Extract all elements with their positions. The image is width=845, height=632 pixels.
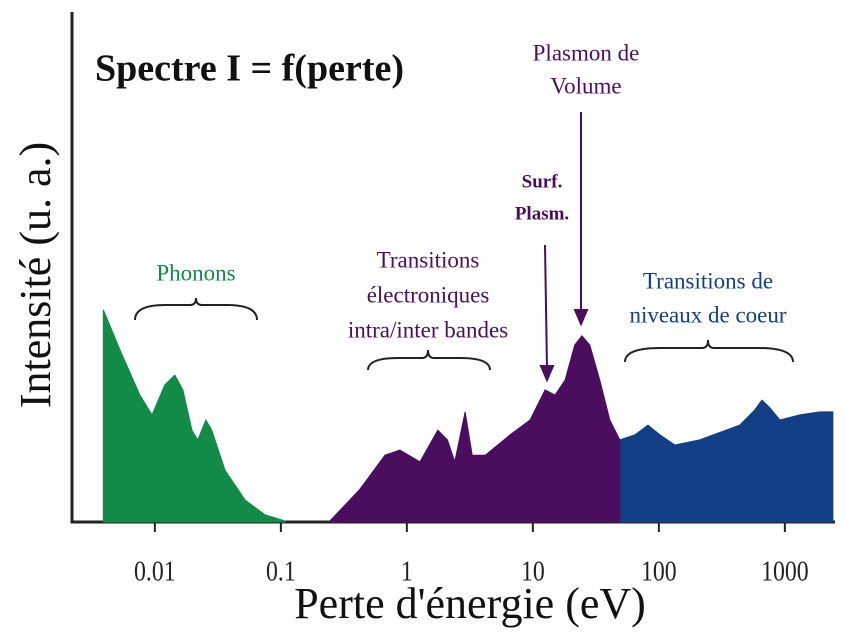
- x-tick-label: 1000: [761, 556, 809, 587]
- annotation: Volume: [550, 73, 621, 98]
- x-tick-label: 10: [521, 556, 545, 587]
- annotation: Phonons: [156, 260, 235, 285]
- annotation: électroniques: [367, 282, 490, 307]
- annotation: Transitions de: [643, 268, 773, 293]
- arrows: [539, 112, 589, 383]
- x-tick-label: 0.1: [266, 556, 296, 587]
- annotation: niveaux de coeur: [629, 302, 786, 327]
- x-tick-label: 1: [401, 556, 413, 587]
- spectrum-area: [102, 309, 286, 523]
- x-axis-label: Perte d'énergie (eV): [294, 579, 646, 628]
- annotation: Plasmon de: [533, 40, 640, 65]
- chart-title: Spectre I = f(perte): [95, 48, 404, 90]
- arrow-head: [573, 309, 589, 327]
- annotation: intra/inter bandes: [348, 317, 508, 342]
- spectrum-area: [329, 335, 621, 523]
- arrow-shaft: [544, 244, 548, 369]
- annotation: Surf.: [522, 171, 563, 192]
- brace: [624, 339, 794, 363]
- arrow-head: [539, 365, 555, 383]
- annotation: Transitions: [377, 247, 480, 272]
- spectrum-area: [619, 399, 834, 523]
- brace: [367, 349, 491, 371]
- annotation: Plasm.: [515, 203, 569, 224]
- brace: [134, 297, 258, 321]
- y-axis-label: Intensité (u. a.): [11, 142, 60, 408]
- braces: [134, 297, 794, 371]
- x-tick-label: 0.01: [134, 556, 176, 587]
- x-tick-label: 100: [641, 556, 677, 587]
